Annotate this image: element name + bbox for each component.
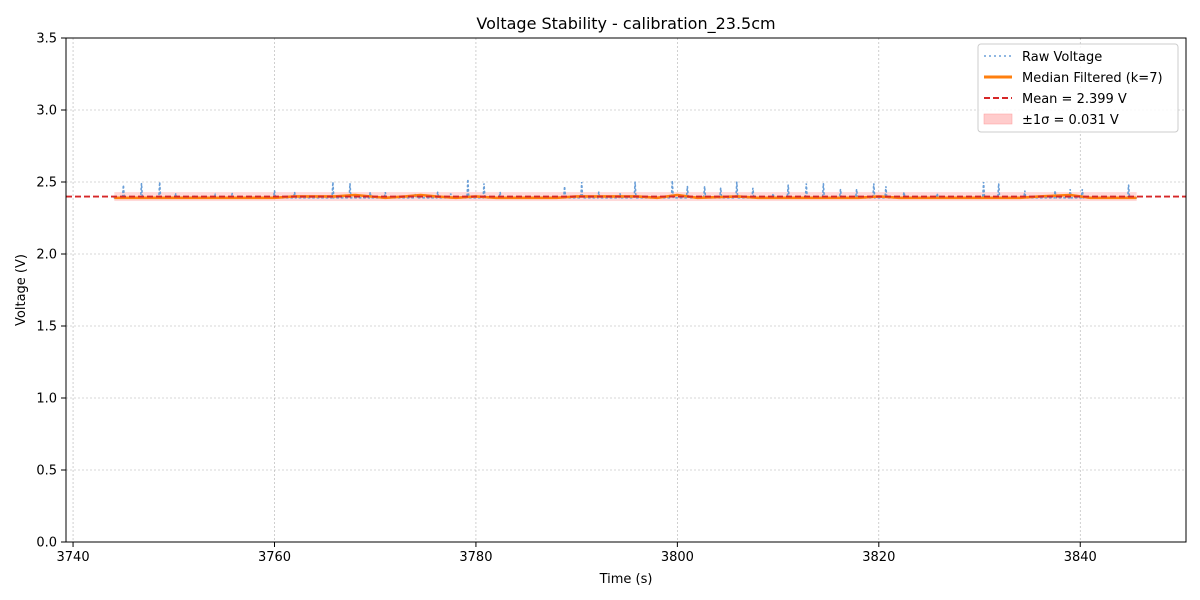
plot-frame [65,37,1187,543]
y-tick-label: 0.0 [36,536,57,551]
legend-label-median-filtered: Median Filtered (k=7) [1022,71,1163,86]
x-tick-label: 3820 [862,550,895,565]
y-tick-label: 2.5 [36,176,57,191]
x-tick-label: 3840 [1064,550,1097,565]
y-tick-label: 3.0 [36,104,57,119]
legend-box [977,43,1179,133]
x-tick-label: 3760 [258,550,291,565]
legend-label-mean: Mean = 2.399 V [1022,92,1127,107]
chart-title: Voltage Stability - calibration_23.5cm [476,14,775,34]
x-tick-label: 3780 [459,550,492,565]
y-tick-label: 2.0 [36,248,57,263]
x-tick-label: 3800 [661,550,694,565]
y-tick-label: 1.5 [36,320,57,335]
y-tick-label: 1.0 [36,392,57,407]
series-layer [66,179,1186,200]
y-axis-ticks: 0.0 0.5 1.0 1.5 2.0 2.5 3.0 3.5 [36,32,66,551]
y-axis-label: Voltage (V) [14,254,29,326]
y-tick-label: 0.5 [36,464,57,479]
legend: Raw Voltage Median Filtered (k=7) Mean =… [977,43,1179,133]
x-tick-label: 3740 [57,550,90,565]
x-axis-ticks: 3740 3760 3780 3800 3820 3840 [57,542,1097,565]
y-tick-label: 3.5 [36,32,57,47]
raw-voltage-line [113,179,1138,199]
x-axis-label: Time (s) [599,572,653,587]
legend-label-raw-voltage: Raw Voltage [1022,50,1102,65]
legend-swatch-sigma-band [983,113,1013,125]
legend-label-sigma-band: ±1σ = 0.031 V [1022,113,1119,128]
